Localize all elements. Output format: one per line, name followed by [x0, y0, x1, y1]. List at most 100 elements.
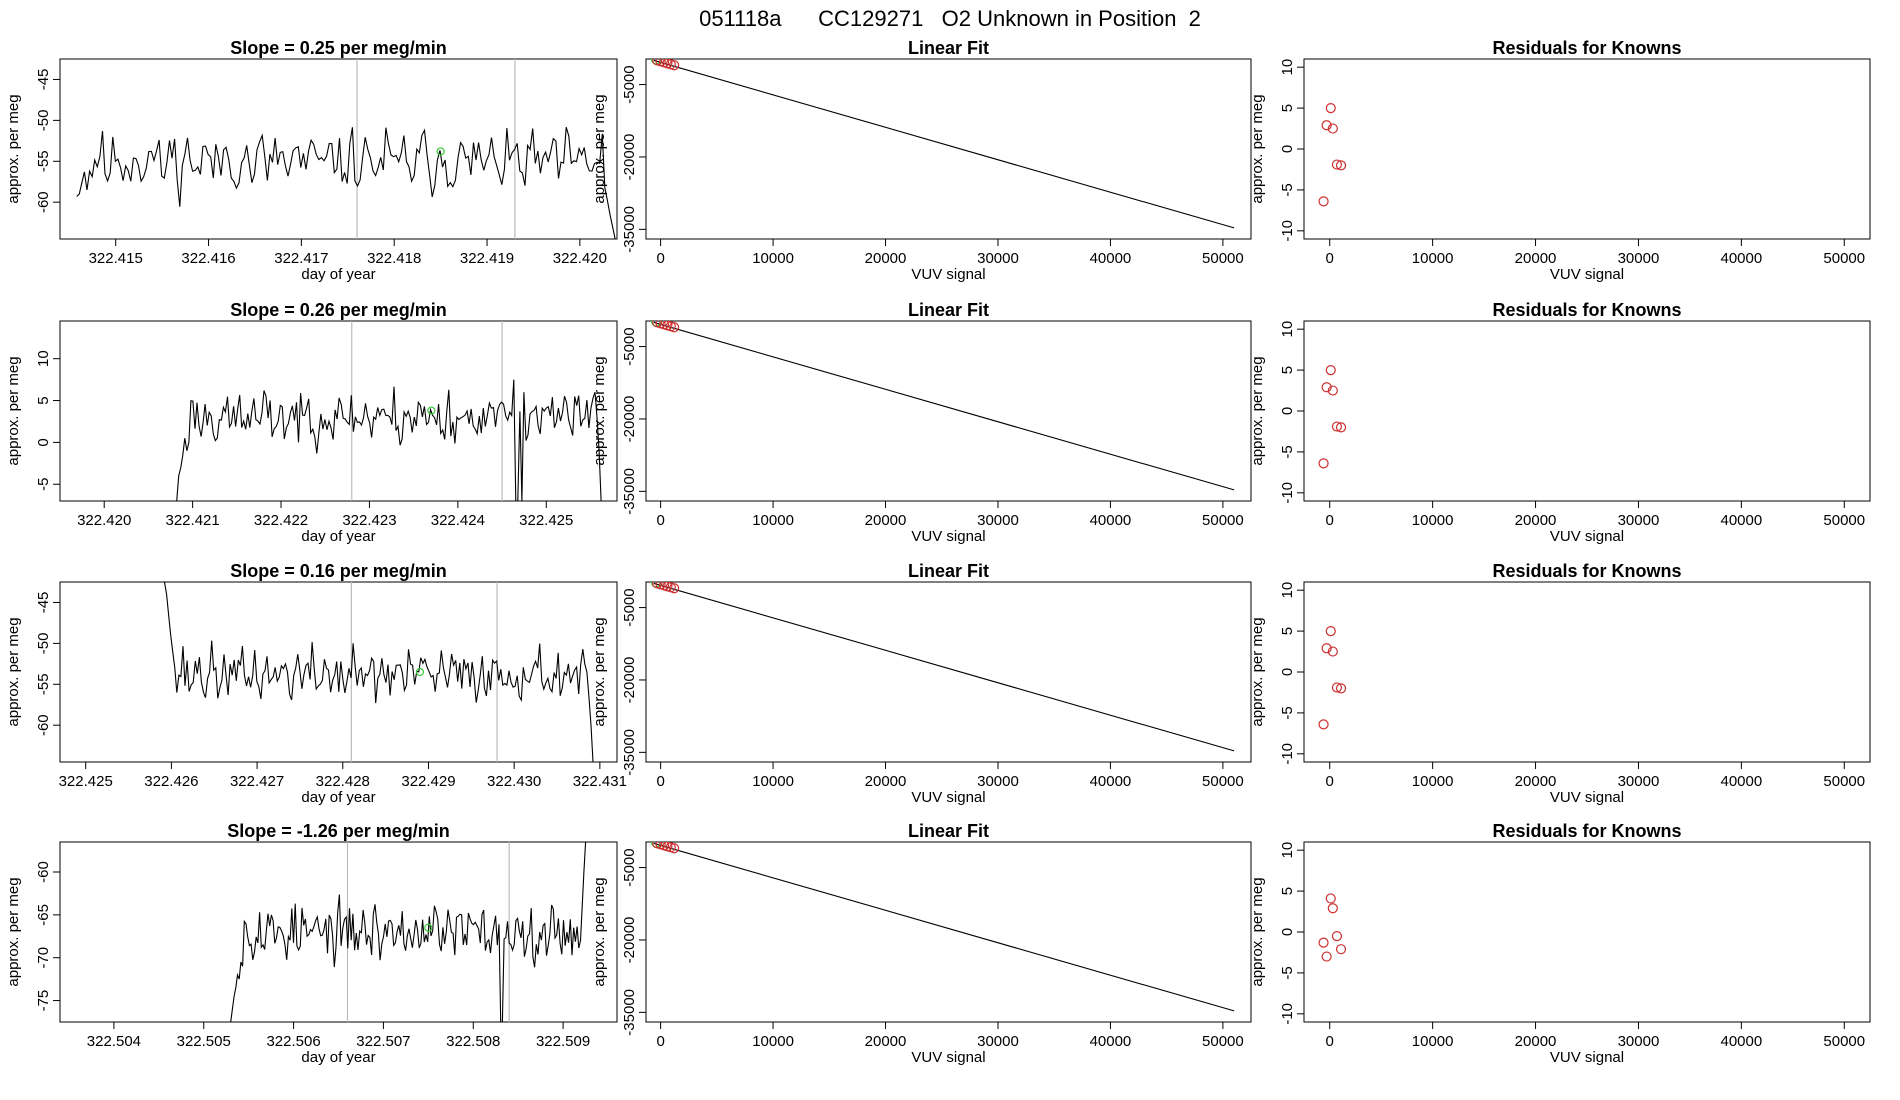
- y-tick-label: -5: [35, 478, 52, 491]
- residual-point: [1325, 893, 1336, 904]
- y-tick-label: -5000: [621, 327, 638, 365]
- x-tick-label: 40000: [1090, 250, 1132, 267]
- x-tick-label: 40000: [1090, 773, 1132, 790]
- x-tick-label: 322.430: [487, 773, 541, 790]
- chart-4-fit: Linear Fit 0 10000 20000 30000 40000 50000 -350…: [591, 821, 1252, 1066]
- x-axis-label: VUV signal: [1550, 266, 1624, 283]
- x-tick-label: 50000: [1202, 1033, 1244, 1050]
- y-tick-label: 10: [1279, 321, 1296, 338]
- plot-area: [650, 321, 1235, 491]
- x-tick-label: 30000: [1618, 250, 1660, 267]
- chart-title: Linear Fit: [908, 821, 989, 841]
- y-axis-label: approx. per meg: [1249, 617, 1266, 726]
- x-tick-label: 40000: [1721, 250, 1763, 267]
- x-axis-label: day of year: [301, 1049, 375, 1066]
- y-axis-label: approx. per meg: [5, 356, 22, 465]
- y-axis-label: approx. per meg: [1249, 94, 1266, 203]
- y-axis-label: approx. per meg: [591, 877, 608, 986]
- x-tick-label: 322.429: [401, 773, 455, 790]
- series-line: [230, 842, 587, 1022]
- y-tick-label: -60: [35, 861, 52, 883]
- x-tick-label: 322.416: [181, 250, 235, 267]
- x-tick-label: 322.417: [274, 250, 328, 267]
- x-tick-label: 20000: [865, 512, 907, 529]
- x-tick-label: 30000: [1618, 1033, 1660, 1050]
- main-title: 051118a CC129271 O2 Unknown in Position …: [699, 6, 1201, 31]
- y-tick-label: 0: [1279, 407, 1296, 415]
- y-tick-label: -35000: [621, 468, 638, 515]
- chart-3-residuals: Residuals for Knowns 0 10000 20000 30000 4000…: [1249, 561, 1871, 806]
- chart-2-residuals: Residuals for Knowns 0 10000 20000 30000 4000…: [1249, 300, 1871, 545]
- chart-title: Residuals for Knowns: [1492, 821, 1681, 841]
- x-axis-label: VUV signal: [911, 266, 985, 283]
- x-tick-label: 0: [656, 773, 664, 790]
- x-tick-label: 10000: [752, 773, 794, 790]
- y-tick-label: -55: [35, 150, 52, 172]
- y-tick-label: -50: [35, 110, 52, 132]
- x-tick-label: 30000: [1618, 773, 1660, 790]
- residual-point: [1335, 422, 1347, 433]
- y-tick-label: -55: [35, 673, 52, 695]
- y-tick-label: -45: [35, 69, 52, 91]
- residual-point: [1321, 951, 1332, 962]
- x-tick-label: 20000: [1515, 250, 1557, 267]
- chart-1-fit: Linear Fit 0 10000 20000 30000 40000 50000 -350…: [591, 38, 1252, 283]
- chart-title: Linear Fit: [908, 561, 989, 581]
- y-tick-label: -10: [1279, 743, 1296, 765]
- y-tick-label: -20000: [621, 917, 638, 964]
- plot-area: [230, 842, 587, 1022]
- x-tick-label: 0: [1326, 512, 1334, 529]
- y-tick-label: -35000: [621, 989, 638, 1036]
- chart-1-residuals: Residuals for Knowns 0 10000 20000 30000 4000…: [1249, 38, 1871, 283]
- x-tick-label: 30000: [977, 1033, 1019, 1050]
- x-tick-label: 30000: [977, 250, 1019, 267]
- y-tick-label: 0: [1279, 928, 1296, 936]
- fit-line: [653, 59, 1235, 229]
- residual-point: [1327, 385, 1338, 396]
- x-tick-label: 322.424: [431, 512, 485, 529]
- chart-title: Slope = -1.26 per meg/min: [227, 821, 450, 841]
- x-tick-label: 40000: [1090, 1033, 1132, 1050]
- y-tick-label: 0: [35, 438, 52, 446]
- y-tick-label: -5: [1279, 445, 1296, 458]
- y-axis-label: approx. per meg: [5, 94, 22, 203]
- residual-point: [1331, 421, 1343, 432]
- x-tick-label: 20000: [865, 250, 907, 267]
- fit-line: [653, 842, 1235, 1012]
- x-axis-label: day of year: [301, 528, 375, 545]
- fit-line: [653, 321, 1235, 491]
- x-axis-label: day of year: [301, 266, 375, 283]
- y-tick-label: -35000: [621, 729, 638, 776]
- x-tick-label: 322.507: [356, 1033, 410, 1050]
- x-tick-label: 322.506: [266, 1033, 320, 1050]
- chart-2-fit: Linear Fit 0 10000 20000 30000 40000 50000 -350…: [591, 300, 1252, 545]
- chart-4-residuals: Residuals for Knowns 0 10000 20000 30000 4000…: [1249, 821, 1871, 1066]
- y-tick-label: -10: [1279, 1003, 1296, 1025]
- x-tick-label: 10000: [1412, 1033, 1454, 1050]
- x-tick-label: 50000: [1823, 512, 1865, 529]
- y-tick-label: -10: [1279, 482, 1296, 504]
- x-tick-label: 0: [1326, 1033, 1334, 1050]
- x-axis-label: VUV signal: [1550, 528, 1624, 545]
- x-tick-label: 0: [1326, 250, 1334, 267]
- plot-frame: [645, 320, 1252, 502]
- y-tick-label: -5000: [621, 588, 638, 626]
- chart-title: Linear Fit: [908, 300, 989, 320]
- chart-2-timeseries: Slope = 0.26 per meg/min 322.420 322.421 32…: [5, 300, 618, 545]
- mean-marker: [427, 406, 436, 415]
- x-tick-label: 322.420: [77, 512, 131, 529]
- x-tick-label: 40000: [1721, 512, 1763, 529]
- x-axis-label: day of year: [301, 789, 375, 806]
- chart-title: Slope = 0.26 per meg/min: [230, 300, 447, 320]
- known-point: [669, 843, 680, 854]
- x-tick-label: 10000: [1412, 512, 1454, 529]
- x-tick-label: 322.504: [87, 1033, 141, 1050]
- y-axis-label: approx. per meg: [5, 877, 22, 986]
- y-axis-label: approx. per meg: [591, 617, 608, 726]
- chart-title: Residuals for Knowns: [1492, 300, 1681, 320]
- residual-point: [1335, 944, 1347, 955]
- plot-area: [163, 582, 594, 762]
- x-axis-label: VUV signal: [1550, 789, 1624, 806]
- residual-point: [1325, 625, 1336, 637]
- y-tick-label: -75: [35, 990, 52, 1012]
